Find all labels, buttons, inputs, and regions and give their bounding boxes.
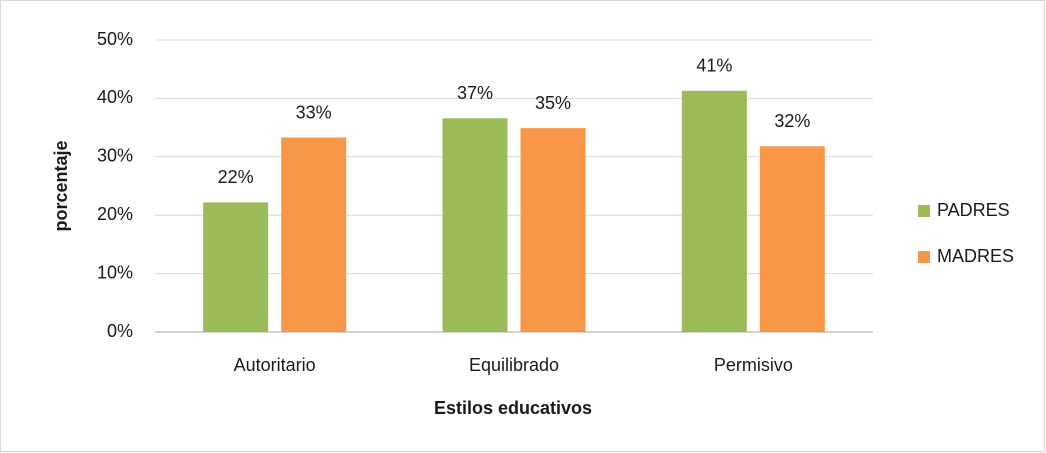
bar — [759, 146, 825, 332]
bar — [203, 202, 269, 332]
data-label: 37% — [457, 83, 493, 103]
y-tick-label: 40% — [97, 87, 133, 107]
data-label: 35% — [535, 93, 571, 113]
y-tick-label: 10% — [97, 262, 133, 282]
bar — [520, 128, 586, 332]
x-tick-label: Permisivo — [714, 355, 793, 375]
legend-label: MADRES — [937, 246, 1014, 266]
data-label: 32% — [774, 111, 810, 131]
y-axis-title: porcentaje — [51, 140, 71, 231]
x-tick-label: Autoritario — [234, 355, 316, 375]
bar — [281, 137, 347, 332]
y-tick-label: 50% — [97, 29, 133, 49]
y-tick-label: 30% — [97, 146, 133, 166]
x-tick-label: Equilibrado — [469, 355, 559, 375]
legend-label: PADRES — [937, 200, 1010, 220]
y-tick-label: 20% — [97, 204, 133, 224]
data-label: 41% — [696, 56, 732, 76]
data-label: 22% — [218, 167, 254, 187]
legend-swatch — [918, 205, 930, 217]
data-label: 33% — [296, 102, 332, 122]
legend-swatch — [918, 251, 930, 263]
bar — [681, 90, 747, 332]
y-tick-label: 0% — [107, 321, 133, 341]
bar — [442, 118, 508, 332]
x-axis-title: Estilos educativos — [434, 398, 592, 418]
